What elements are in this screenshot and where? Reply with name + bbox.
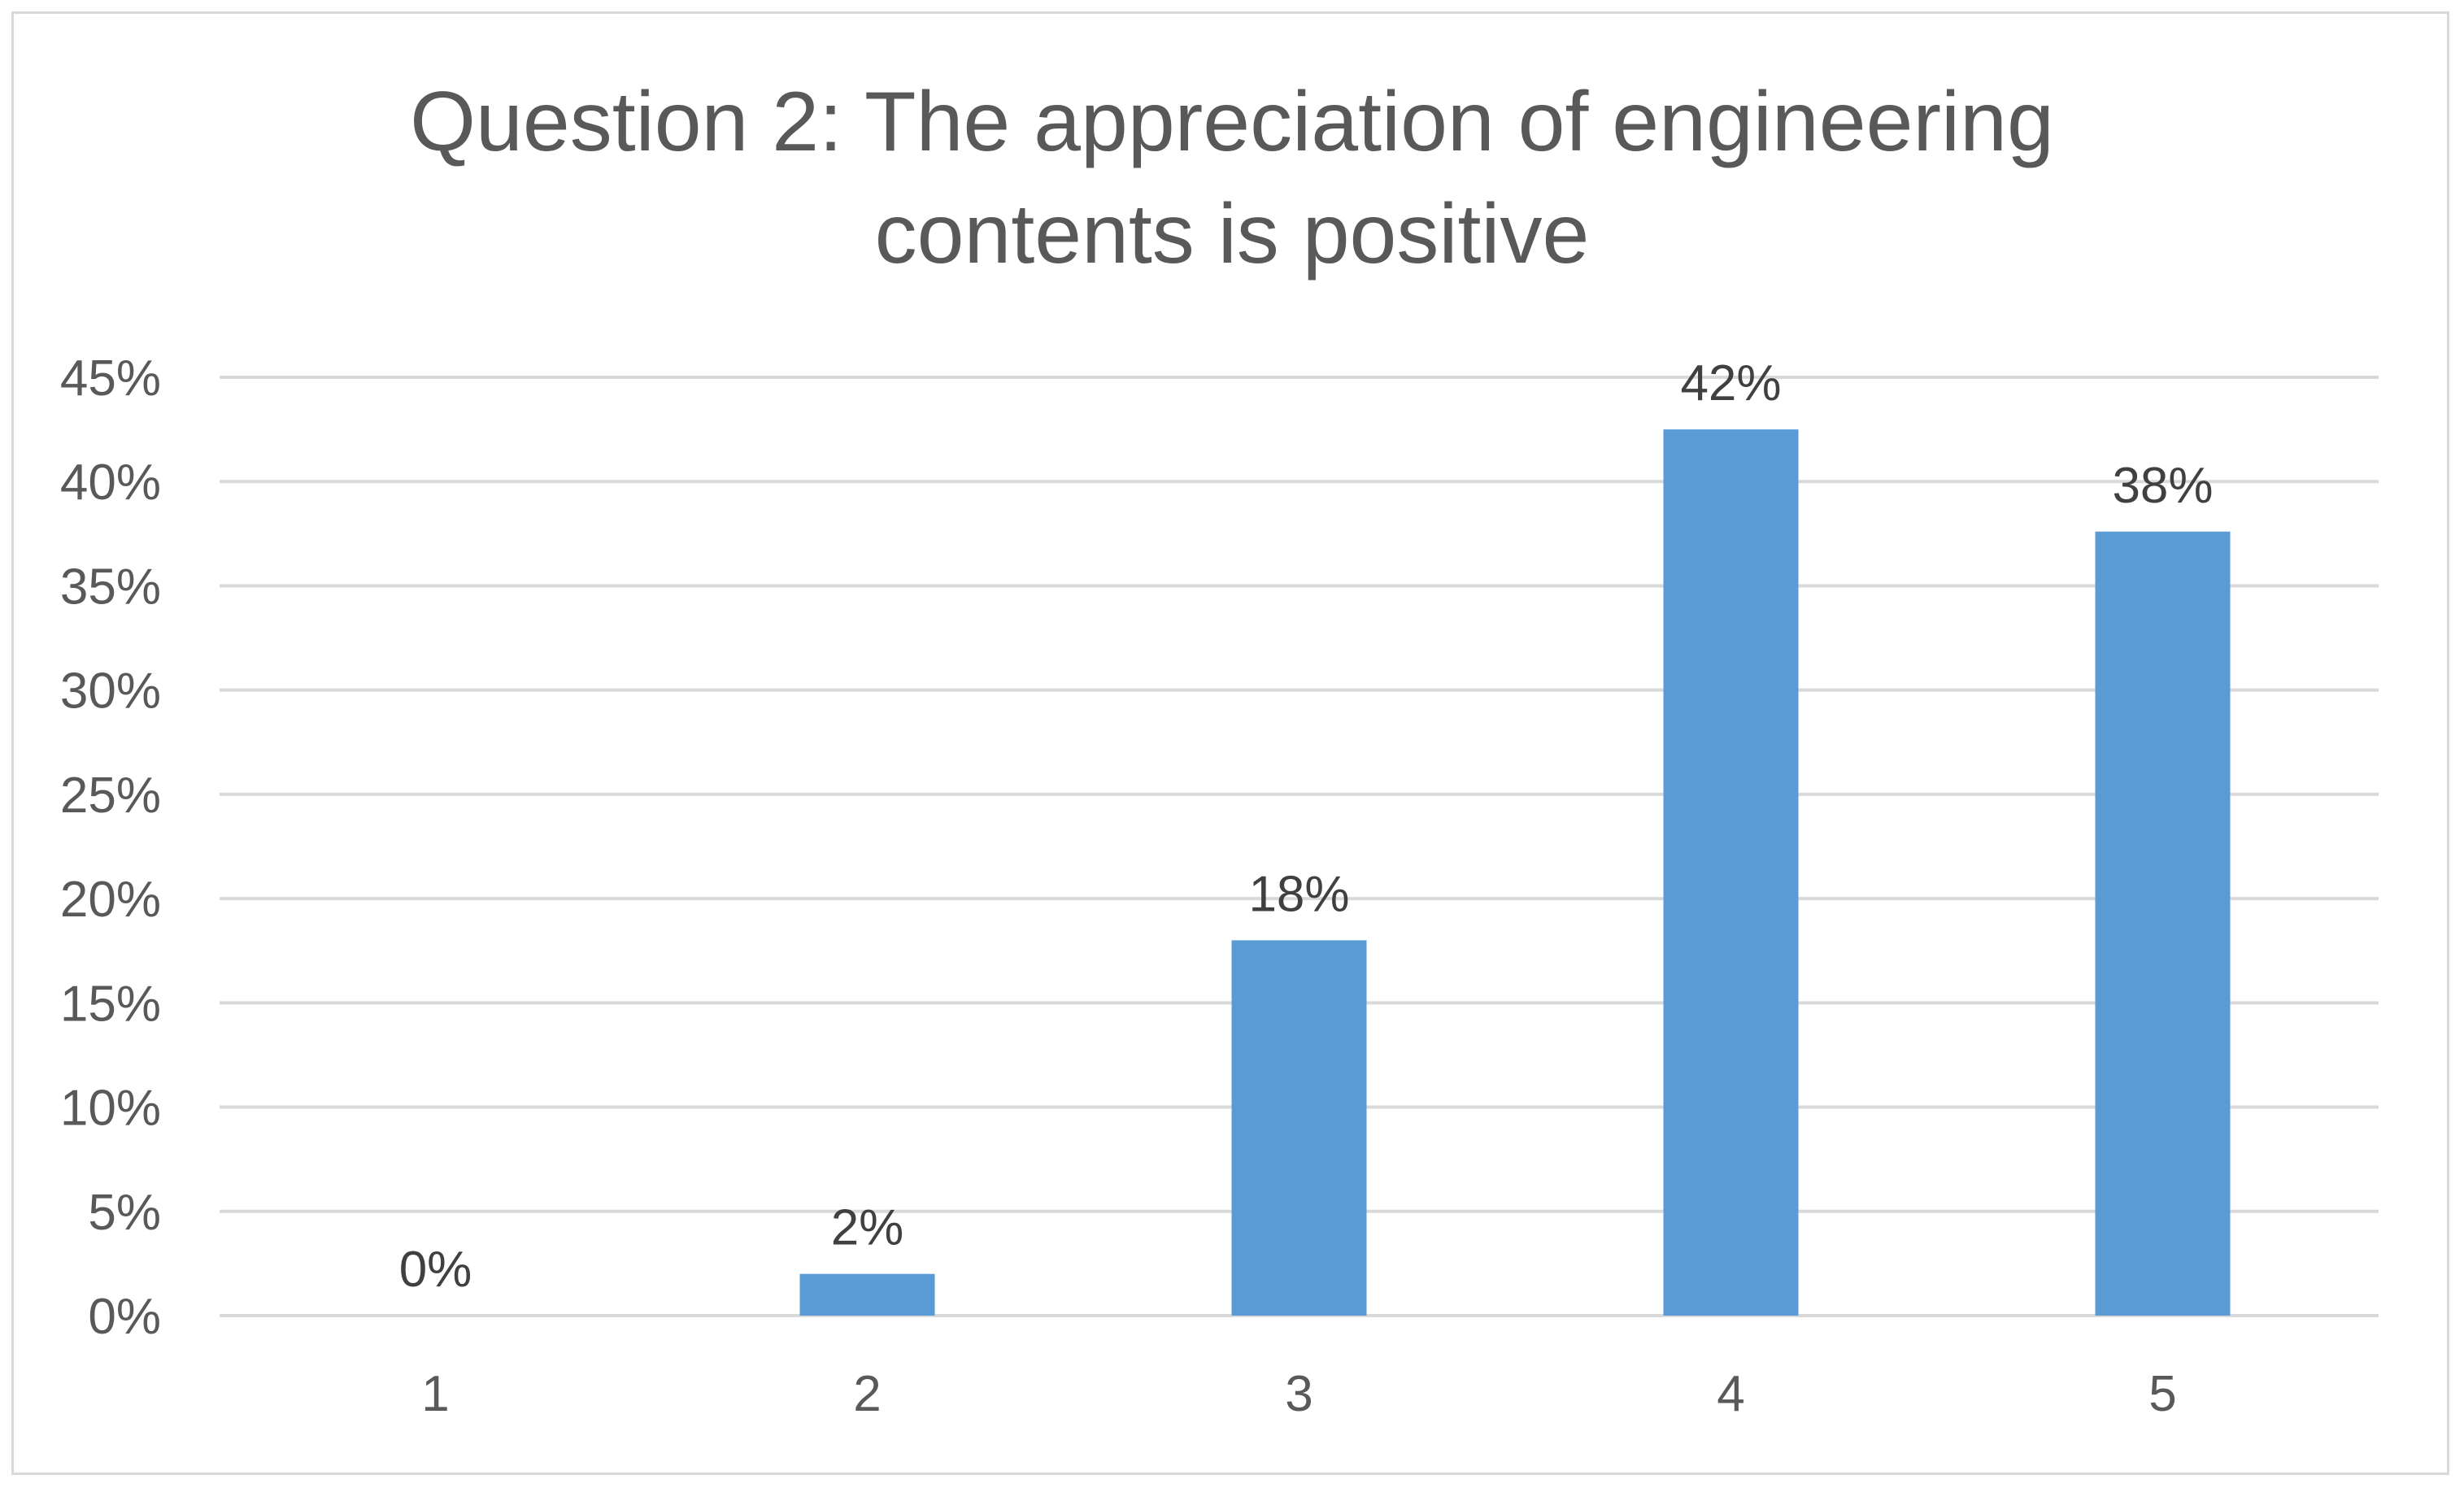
x-tick-label-4: 4 — [1717, 1366, 1744, 1422]
y-tick-label-0: 0% — [88, 1289, 161, 1345]
y-tick-label-5: 25% — [60, 768, 161, 824]
y-tick-label-6: 30% — [60, 664, 161, 720]
y-tick-label-8: 40% — [60, 455, 161, 511]
x-tick-label-2: 2 — [853, 1366, 881, 1422]
data-label-2: 2% — [831, 1200, 904, 1256]
bar-3 — [1231, 940, 1367, 1316]
data-labels: 0% 2% 18% 42% 38% — [399, 355, 2214, 1298]
y-tick-label-3: 15% — [60, 976, 161, 1032]
bars — [799, 429, 2231, 1316]
data-label-1: 0% — [399, 1242, 472, 1298]
bar-2 — [799, 1273, 935, 1316]
x-tick-label-5: 5 — [2148, 1366, 2176, 1422]
data-label-4: 42% — [1680, 355, 1781, 411]
chart-frame — [11, 11, 2449, 1475]
y-tick-label-4: 20% — [60, 872, 161, 928]
gridlines — [220, 376, 2379, 1317]
bar-5 — [2095, 531, 2231, 1316]
chart-title-line-1: Question 2: The appreciation of engineer… — [410, 75, 2054, 169]
y-tick-label-2: 10% — [60, 1081, 161, 1137]
x-tick-label-3: 3 — [1285, 1366, 1313, 1422]
y-tick-label-7: 35% — [60, 559, 161, 615]
data-label-3: 18% — [1248, 866, 1349, 922]
x-tick-label-1: 1 — [421, 1366, 449, 1422]
y-tick-label-1: 5% — [88, 1185, 161, 1241]
x-axis-tick-labels: 1 2 3 4 5 — [421, 1366, 2176, 1422]
chart-title-line-2: contents is positive — [875, 187, 1590, 281]
y-tick-label-9: 45% — [60, 350, 161, 407]
y-axis-tick-labels: 0% 5% 10% 15% 20% 25% 30% 35% 40% 45% — [60, 350, 161, 1345]
data-label-5: 38% — [2112, 458, 2213, 514]
bar-4 — [1663, 429, 1799, 1316]
